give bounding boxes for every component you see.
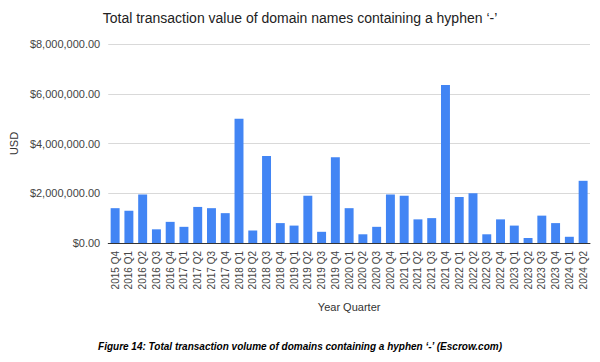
svg-text:2020 Q2: 2020 Q2 [357,251,368,290]
svg-text:2020 Q1: 2020 Q1 [344,251,355,290]
svg-text:2019 Q3: 2019 Q3 [316,251,327,290]
svg-text:2016 Q3: 2016 Q3 [151,251,162,290]
svg-text:2021 Q4: 2021 Q4 [440,251,451,290]
svg-text:2021 Q3: 2021 Q3 [426,251,437,290]
svg-text:2023 Q3: 2023 Q3 [536,251,547,290]
svg-text:2018 Q3: 2018 Q3 [261,251,272,290]
svg-text:2022 Q2: 2022 Q2 [468,251,479,290]
svg-text:2020 Q4: 2020 Q4 [385,251,396,290]
svg-text:Year Quarter: Year Quarter [318,301,381,313]
svg-text:2017 Q4: 2017 Q4 [220,251,231,290]
svg-text:2022 Q4: 2022 Q4 [495,251,506,290]
svg-text:2020 Q3: 2020 Q3 [371,251,382,290]
svg-text:$4,000,000.00: $4,000,000.00 [30,138,100,150]
svg-text:2019 Q2: 2019 Q2 [302,251,313,290]
svg-text:2016 Q4: 2016 Q4 [165,251,176,290]
svg-text:$8,000,000.00: $8,000,000.00 [30,38,100,50]
svg-text:2016 Q2: 2016 Q2 [137,251,148,290]
svg-text:2016 Q1: 2016 Q1 [123,251,134,290]
svg-text:2019 Q4: 2019 Q4 [330,251,341,290]
svg-text:2021 Q2: 2021 Q2 [412,251,423,290]
svg-text:2017 Q1: 2017 Q1 [178,251,189,290]
svg-text:2024 Q1: 2024 Q1 [564,251,575,290]
svg-text:2022 Q1: 2022 Q1 [454,251,465,290]
svg-text:$0.00: $0.00 [73,237,101,249]
svg-text:2023 Q1: 2023 Q1 [509,251,520,290]
svg-text:2023 Q4: 2023 Q4 [550,251,561,290]
svg-text:2015 Q4: 2015 Q4 [110,251,121,290]
svg-text:2024 Q2: 2024 Q2 [578,251,589,290]
svg-text:Total transaction value of dom: Total transaction value of domain names … [103,10,498,26]
svg-text:2022 Q3: 2022 Q3 [481,251,492,290]
svg-text:2019 Q1: 2019 Q1 [289,251,300,290]
svg-text:USD: USD [8,132,20,155]
svg-text:2017 Q2: 2017 Q2 [192,251,203,290]
svg-text:2017 Q3: 2017 Q3 [206,251,217,290]
svg-text:2021 Q1: 2021 Q1 [399,251,410,290]
svg-text:2023 Q2: 2023 Q2 [523,251,534,290]
svg-text:Figure 14: Total transaction v: Figure 14: Total transaction volume of d… [98,341,503,352]
svg-text:2018 Q2: 2018 Q2 [247,251,258,290]
svg-text:$2,000,000.00: $2,000,000.00 [30,187,100,199]
svg-text:2018 Q4: 2018 Q4 [275,251,286,290]
svg-text:$6,000,000.00: $6,000,000.00 [30,88,100,100]
svg-text:2018 Q1: 2018 Q1 [234,251,245,290]
